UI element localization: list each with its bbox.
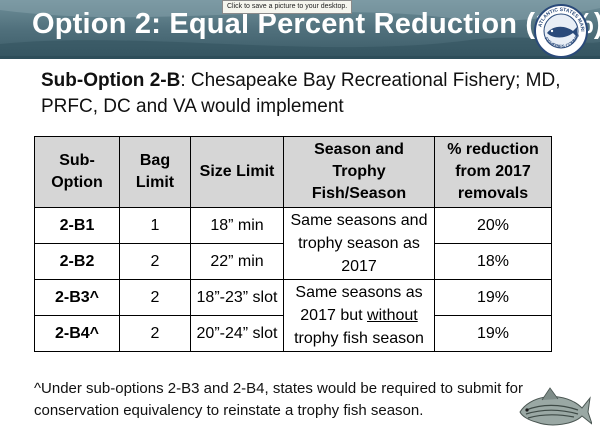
- table-row: 2-B3^ 2 18”-23” slot Same seasons as 201…: [34, 279, 552, 352]
- table-row: 2-B4^ 2 20”-24” slot 19%: [34, 315, 552, 352]
- header-percent-reduction: % reduction from 2017 removals: [434, 136, 552, 208]
- cell-size: 22” min: [190, 243, 284, 280]
- cell-size: 18” min: [190, 207, 284, 244]
- sub-option-label: Sub-Option 2-B: [41, 70, 181, 91]
- cell-season-same: Same seasons and trophy season as 2017: [283, 207, 435, 280]
- footnote: ^Under sub-options 2-B3 and 2-B4, states…: [34, 380, 523, 419]
- cell-bag: 2: [119, 315, 191, 352]
- asmfc-logo: ATLANTIC STATES MARINE FISHERIES COMMISS…: [533, 3, 588, 58]
- save-picture-tooltip: Click to save a picture to your desktop.: [222, 0, 353, 14]
- cell-size: 20”-24” slot: [190, 315, 284, 352]
- cell-option: 2-B2: [34, 243, 120, 280]
- header-sub-option: Sub-Option: [34, 136, 120, 208]
- season-text-without: without: [367, 307, 418, 324]
- cell-size: 18”-23” slot: [190, 279, 284, 316]
- cell-bag: 1: [119, 207, 191, 244]
- cell-bag: 2: [119, 279, 191, 316]
- options-table: Sub-Option Bag Limit Size Limit Season a…: [34, 136, 552, 352]
- cell-option: 2-B1: [34, 207, 120, 244]
- table-header-row: Sub-Option Bag Limit Size Limit Season a…: [34, 136, 552, 208]
- table-row: 2-B2 2 22” min 18%: [34, 243, 552, 280]
- table-row: 2-B1 1 18” min Same seasons and trophy s…: [34, 207, 552, 280]
- sub-option-heading: Sub-Option 2-B: Chesapeake Bay Recreatio…: [41, 68, 571, 120]
- header-season-trophy: Season and Trophy Fish/Season: [283, 136, 435, 208]
- cell-season-without-trophy: Same seasons as 2017 but without trophy …: [283, 279, 435, 352]
- striped-bass-icon: [519, 387, 592, 426]
- cell-reduction: 19%: [434, 315, 552, 352]
- cell-bag: 2: [119, 243, 191, 280]
- header-bag-limit: Bag Limit: [119, 136, 191, 208]
- cell-option: 2-B3^: [34, 279, 120, 316]
- sub-option-description: : Chesapeake Bay Recreational Fishery; M…: [41, 70, 561, 117]
- cell-reduction: 19%: [434, 279, 552, 316]
- cell-option: 2-B4^: [34, 315, 120, 352]
- header-size-limit: Size Limit: [190, 136, 284, 208]
- banner-divider: [0, 56, 600, 59]
- cell-reduction: 20%: [434, 207, 552, 244]
- season-text-start: Same seasons as 2017 but: [295, 284, 423, 324]
- cell-reduction: 18%: [434, 243, 552, 280]
- season-text-end: trophy fish season: [294, 330, 424, 347]
